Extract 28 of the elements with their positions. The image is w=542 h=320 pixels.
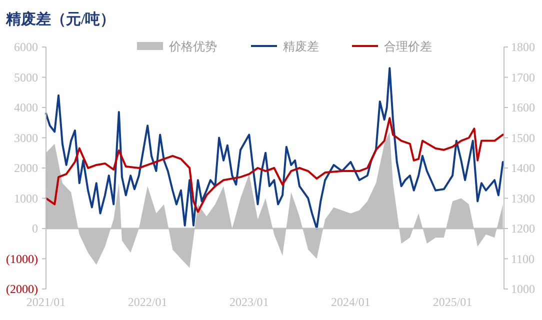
- y-tick-label: 1000: [14, 191, 38, 206]
- legend-label: 价格优势: [168, 40, 217, 54]
- y2-tick-label: 1700: [511, 70, 535, 84]
- y-tick-label: 3000: [14, 130, 38, 145]
- y2-tick-label: 1800: [511, 40, 535, 54]
- x-tick-label: 2021/01: [26, 295, 66, 309]
- y-tick-label: 2000: [14, 161, 38, 176]
- y-tick-label: 0: [32, 222, 38, 236]
- chart-title: 精废差（元/吨）: [5, 10, 116, 28]
- legend-label: 精废差: [283, 40, 319, 54]
- y-tick-label: 4000: [14, 100, 38, 115]
- y2-tick-label: 1100: [511, 252, 535, 266]
- y2-tick-label: 1000: [511, 282, 535, 296]
- y2-tick-label: 1500: [511, 130, 535, 145]
- y2-tick-label: 1600: [511, 100, 535, 115]
- y-tick-label: (2000): [6, 282, 38, 296]
- y-tick-label: 6000: [14, 40, 38, 54]
- x-tick-label: 2025/01: [432, 295, 472, 309]
- x-tick-label: 2023/01: [229, 295, 269, 309]
- y2-tick-label: 1300: [511, 191, 535, 206]
- y-tick-label: (1000): [6, 252, 38, 266]
- y-tick-label: 5000: [14, 70, 38, 84]
- y2-tick-label: 1200: [511, 222, 535, 236]
- line-series: [45, 117, 504, 213]
- x-tick-label: 2024/01: [331, 295, 370, 309]
- legend-label: 合理价差: [384, 40, 432, 54]
- x-tick-label: 2022/01: [128, 295, 168, 309]
- y2-tick-label: 1400: [511, 161, 535, 176]
